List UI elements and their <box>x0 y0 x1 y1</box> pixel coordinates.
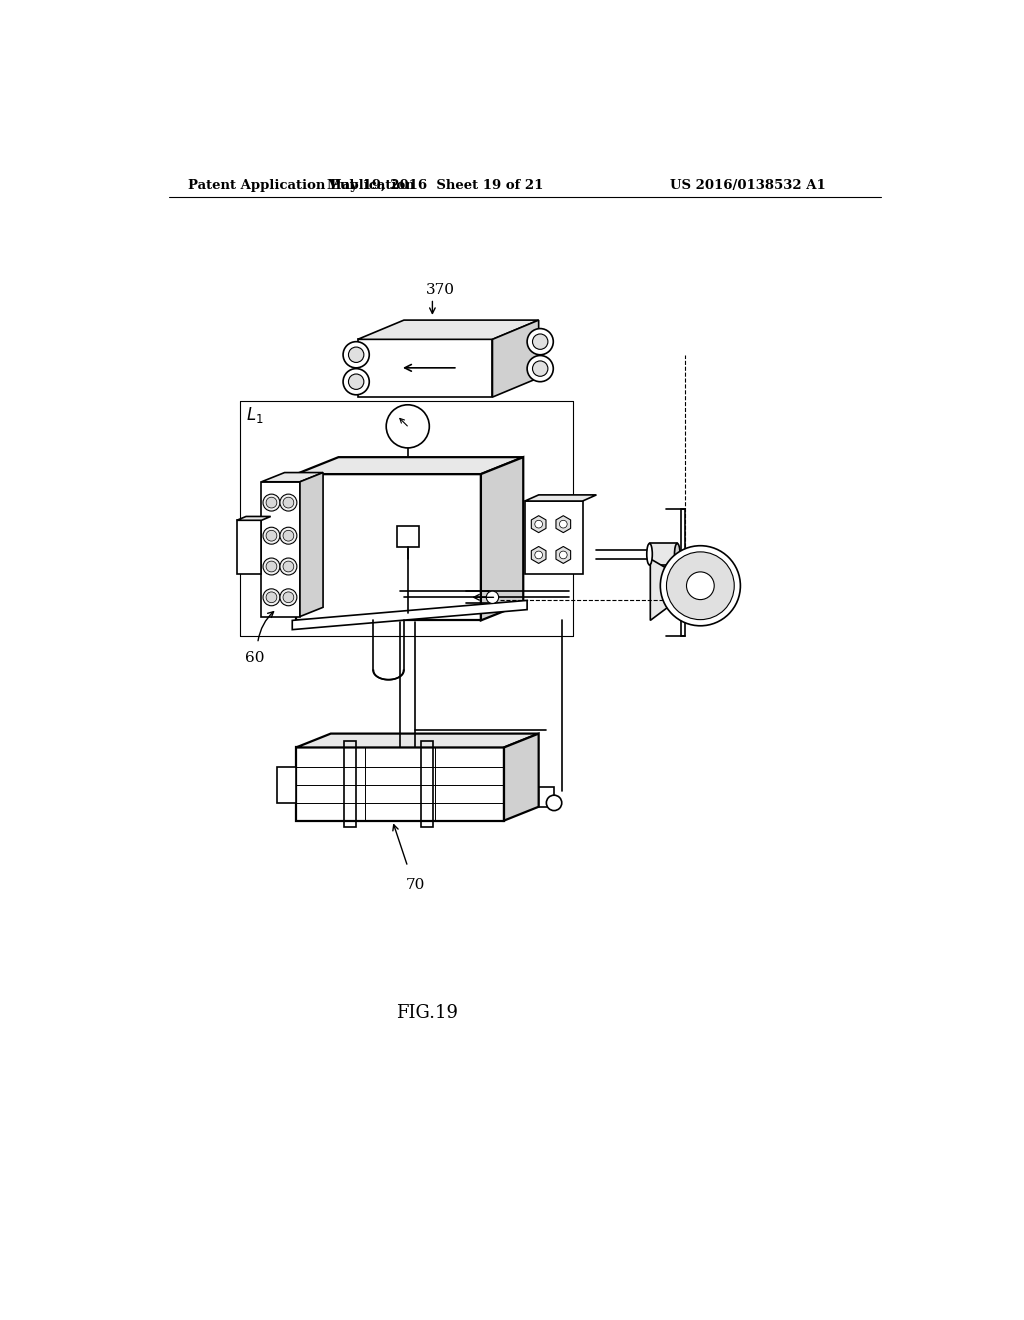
Circle shape <box>283 591 294 603</box>
Polygon shape <box>357 321 539 339</box>
Circle shape <box>559 520 567 528</box>
Ellipse shape <box>675 544 680 565</box>
Polygon shape <box>296 457 523 474</box>
Circle shape <box>547 795 562 810</box>
Bar <box>421 742 433 826</box>
Circle shape <box>280 589 297 606</box>
Circle shape <box>283 561 294 572</box>
Bar <box>344 742 356 826</box>
Circle shape <box>280 558 297 576</box>
Bar <box>681 508 685 636</box>
Circle shape <box>527 355 553 381</box>
Circle shape <box>348 374 364 389</box>
Circle shape <box>266 498 276 508</box>
Polygon shape <box>296 474 481 620</box>
Polygon shape <box>481 457 523 620</box>
Polygon shape <box>292 601 527 630</box>
Polygon shape <box>357 339 493 397</box>
Circle shape <box>535 520 543 528</box>
Circle shape <box>559 552 567 558</box>
Ellipse shape <box>647 544 652 565</box>
Circle shape <box>686 572 714 599</box>
Text: $L_1$: $L_1$ <box>246 405 264 425</box>
Text: May 19, 2016  Sheet 19 of 21: May 19, 2016 Sheet 19 of 21 <box>327 178 543 191</box>
Circle shape <box>266 531 276 541</box>
Circle shape <box>280 527 297 544</box>
Bar <box>649 544 677 565</box>
Text: 70: 70 <box>406 878 425 892</box>
Polygon shape <box>493 321 539 397</box>
Circle shape <box>386 405 429 447</box>
Circle shape <box>343 368 370 395</box>
Circle shape <box>283 531 294 541</box>
Circle shape <box>283 498 294 508</box>
Circle shape <box>263 494 280 511</box>
Circle shape <box>535 552 543 558</box>
Text: Patent Application Publication: Patent Application Publication <box>188 178 415 191</box>
Circle shape <box>667 552 734 619</box>
Text: 60: 60 <box>245 651 264 665</box>
Polygon shape <box>556 546 570 564</box>
Circle shape <box>263 558 280 576</box>
Bar <box>276 767 296 803</box>
Polygon shape <box>524 495 596 502</box>
Polygon shape <box>556 516 570 533</box>
Bar <box>237 520 261 574</box>
Text: 370: 370 <box>426 282 455 297</box>
Circle shape <box>486 591 499 603</box>
Circle shape <box>348 347 364 363</box>
Bar <box>524 502 583 574</box>
Text: FIG.19: FIG.19 <box>396 1005 458 1022</box>
Polygon shape <box>261 473 323 482</box>
Circle shape <box>532 360 548 376</box>
Polygon shape <box>261 482 300 616</box>
Circle shape <box>266 591 276 603</box>
Polygon shape <box>296 734 539 747</box>
Polygon shape <box>296 747 504 821</box>
Bar <box>397 525 419 548</box>
Bar <box>539 788 554 807</box>
Circle shape <box>527 329 553 355</box>
Circle shape <box>532 334 548 350</box>
Polygon shape <box>300 473 323 616</box>
Polygon shape <box>650 558 696 620</box>
Circle shape <box>266 561 276 572</box>
Circle shape <box>263 589 280 606</box>
Circle shape <box>660 545 740 626</box>
Text: US 2016/0138532 A1: US 2016/0138532 A1 <box>670 178 825 191</box>
Circle shape <box>280 494 297 511</box>
Polygon shape <box>504 734 539 821</box>
Polygon shape <box>237 516 270 520</box>
Circle shape <box>343 342 370 368</box>
Polygon shape <box>531 546 546 564</box>
Polygon shape <box>531 516 546 533</box>
Circle shape <box>263 527 280 544</box>
